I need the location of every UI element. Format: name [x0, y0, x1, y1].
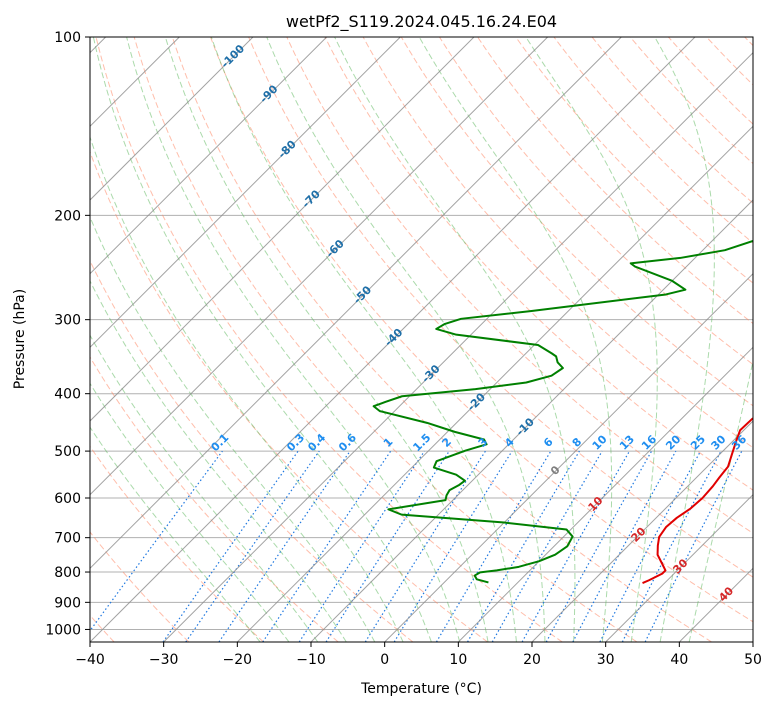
isotherm	[90, 37, 401, 349]
mixing-ratio-line	[90, 450, 223, 632]
dry-adiabat	[400, 37, 753, 407]
temperature-profile	[642, 417, 753, 584]
isotherm	[163, 51, 753, 642]
dry-adiabat	[248, 37, 753, 578]
x-tick-label: 0	[380, 652, 389, 668]
isotherm	[384, 272, 753, 642]
x-tick-label: 10	[449, 652, 467, 668]
dry-adiabat	[90, 531, 190, 642]
mixing-ratio-line	[162, 450, 299, 642]
x-tick-label: 20	[523, 652, 541, 668]
isotherm	[236, 125, 753, 642]
dry-adiabat	[515, 37, 753, 284]
mixing-ratio-line	[545, 450, 653, 642]
moist-adiabat	[92, 37, 432, 642]
isotherm	[457, 346, 753, 642]
y-tick-label: 900	[54, 595, 81, 611]
isotherm	[605, 493, 753, 642]
moist-adiabat	[126, 37, 461, 642]
moist-adiabat	[654, 37, 715, 642]
moist-adiabat	[334, 37, 576, 642]
pressure-grid	[90, 37, 753, 630]
plot-frame	[89, 36, 754, 643]
moist-adiabat	[90, 215, 376, 642]
dewpoint-profile	[372, 239, 753, 584]
dry-adiabat	[90, 356, 339, 642]
moist-adiabat	[525, 37, 658, 642]
mixing-ratio-lines	[90, 450, 743, 642]
x-tick-label: −40	[75, 652, 105, 668]
x-axis-title: Temperature (°C)	[360, 681, 482, 697]
moist-adiabat	[90, 135, 404, 642]
chart-title: wetPf2_S119.2024.045.16.24.E04	[286, 12, 557, 32]
y-tick-label: 200	[54, 208, 81, 224]
moist-adiabat	[164, 37, 489, 642]
y-tick-label: 400	[54, 387, 81, 403]
mixing-ratio-line	[218, 450, 351, 642]
x-tick-label: 30	[597, 652, 615, 668]
isotherm	[90, 37, 622, 570]
isotherm	[90, 37, 475, 422]
mixing-ratio-line	[521, 450, 631, 642]
y-tick-label: 800	[54, 565, 81, 581]
dry-adiabat	[90, 445, 264, 642]
isotherm	[90, 37, 549, 496]
x-tick-label: 50	[744, 652, 762, 668]
skewed-isotherms	[90, 37, 753, 642]
y-tick-label: 700	[54, 531, 81, 547]
moist-adiabat	[266, 37, 546, 642]
isotherm	[90, 37, 254, 201]
moist-adiabats	[90, 37, 753, 642]
mixing-ratio-line	[644, 450, 743, 642]
y-tick-label: 1000	[45, 622, 81, 638]
x-tick-label: 40	[670, 652, 688, 668]
mixing-ratio-line	[298, 450, 425, 642]
isotherm	[310, 199, 753, 642]
dry-adiabat	[210, 37, 753, 623]
moist-adiabat	[688, 358, 753, 642]
y-tick-label: 600	[54, 491, 81, 507]
profile-lines	[372, 239, 753, 584]
isotherm	[531, 420, 753, 642]
mixing-ratio-line	[185, 450, 320, 642]
mixing-ratio-line	[262, 450, 392, 642]
isotherm	[90, 37, 696, 642]
moist-adiabat	[90, 382, 290, 642]
y-tick-label: 500	[54, 444, 81, 460]
mixing-ratio-line	[325, 450, 450, 642]
y-tick-label: 100	[54, 30, 81, 46]
dry-adiabat	[90, 150, 488, 642]
x-tick-label: −30	[149, 652, 179, 668]
axis-ticks: −40 −30 −20 −10 0 10 20 30 40 50 100 200 300 400 500 60…	[45, 30, 762, 668]
moist-adiabat	[90, 334, 319, 642]
y-tick-label: 300	[54, 313, 81, 329]
moist-adiabat	[90, 426, 261, 642]
moist-adiabat	[418, 37, 613, 642]
dry-adiabat	[439, 37, 753, 366]
moist-adiabat	[210, 37, 517, 642]
x-tick-label: −20	[223, 652, 253, 668]
mixing-ratio-line	[393, 450, 513, 642]
mixing-ratio-line	[572, 450, 677, 642]
y-axis-title: Pressure (hPa)	[12, 289, 28, 389]
x-tick-label: −10	[296, 652, 326, 668]
isotherm	[90, 37, 328, 275]
dry-adiabat	[95, 37, 563, 642]
